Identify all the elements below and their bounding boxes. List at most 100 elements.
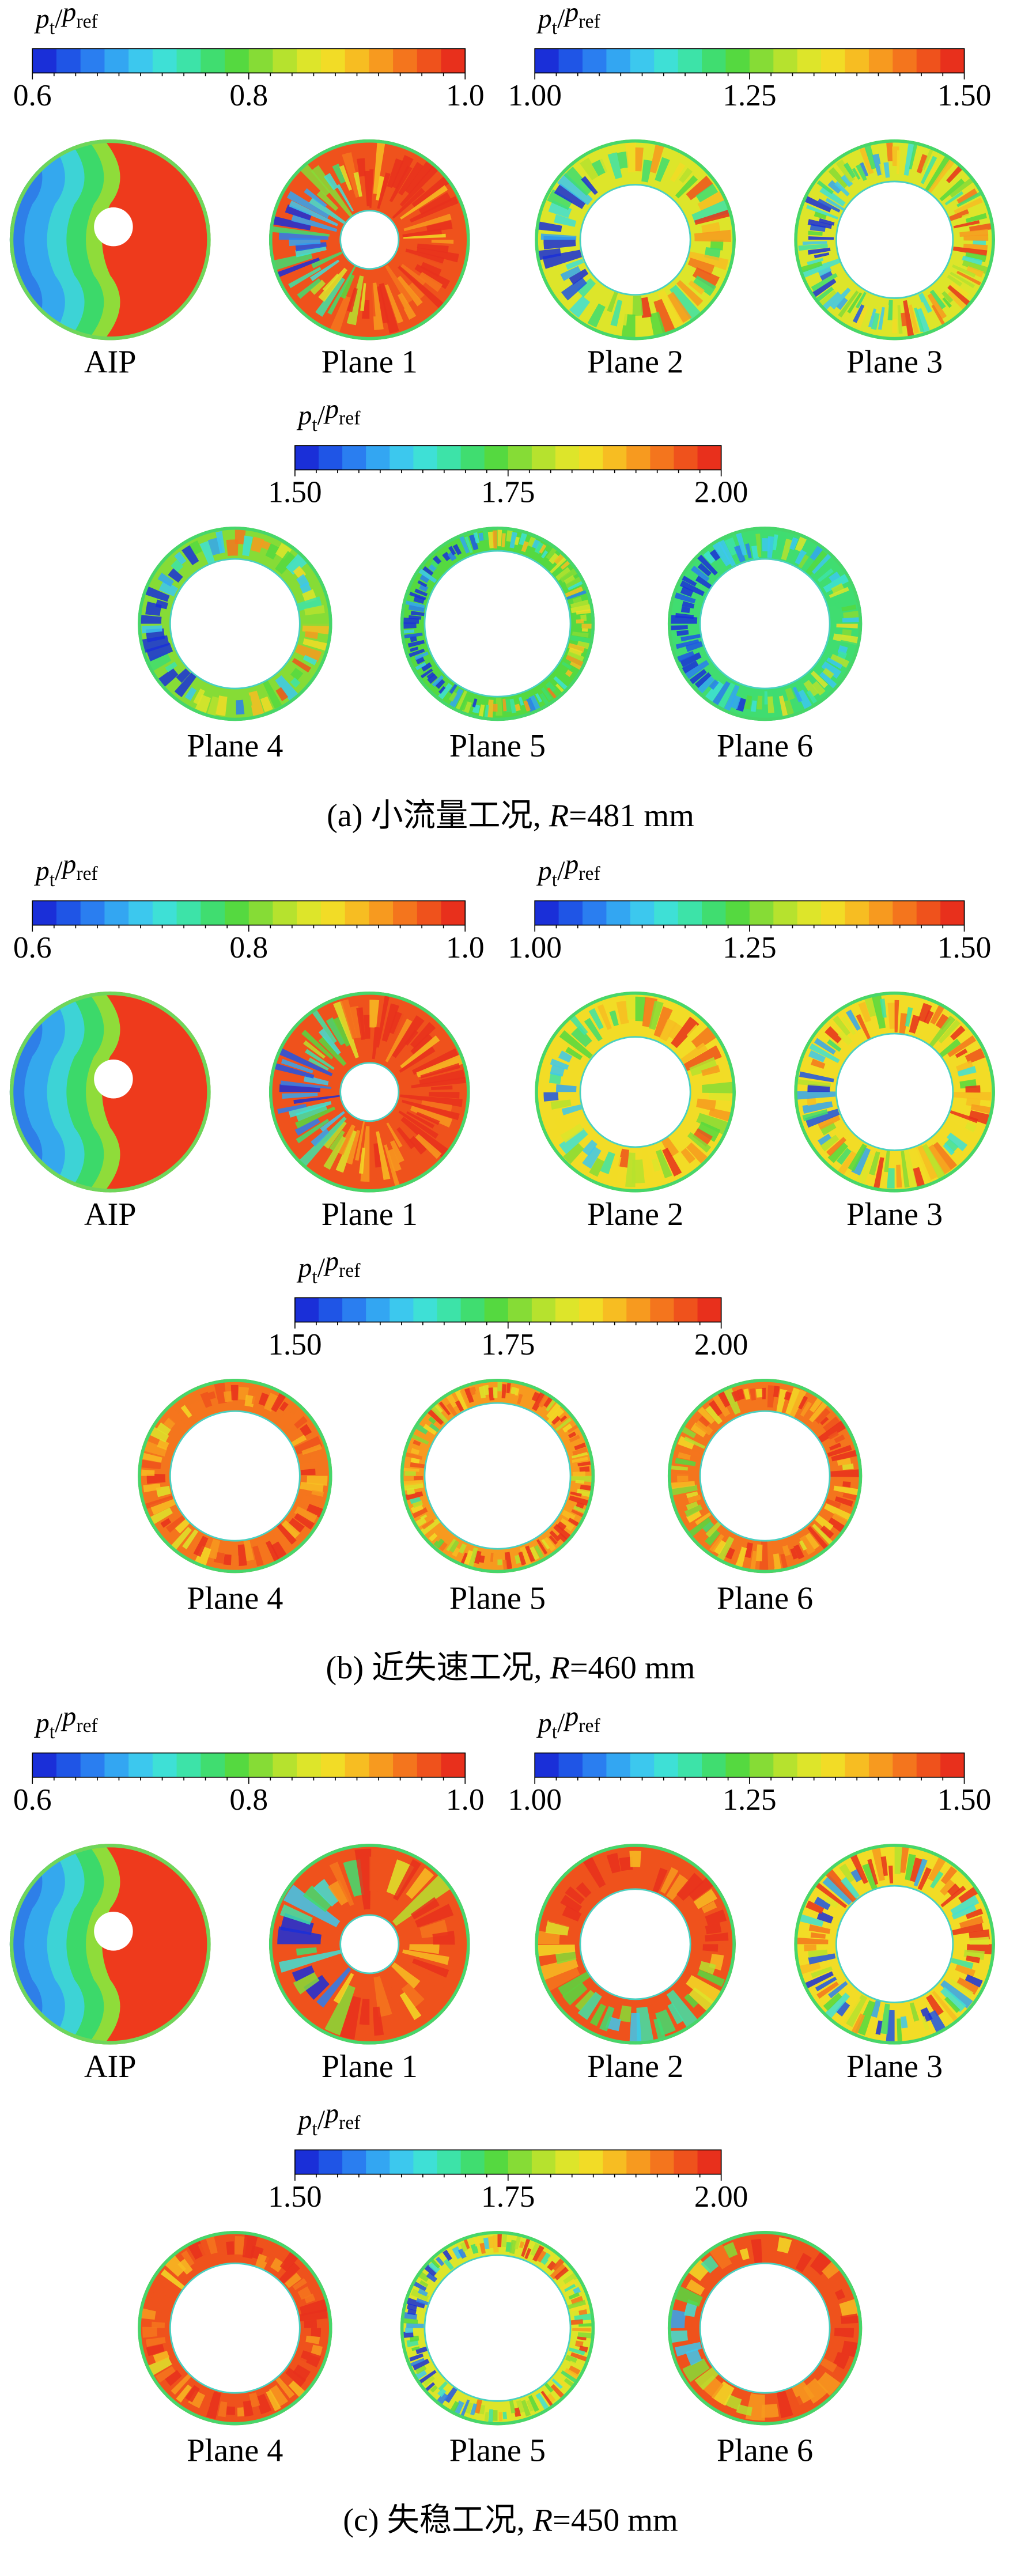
contour-streak: [573, 2287, 581, 2295]
contour-streak: [245, 695, 252, 707]
rim: [9, 1843, 211, 2045]
hub: [699, 558, 831, 690]
contour-streak: [302, 614, 331, 626]
contour-streak: [809, 1401, 829, 1423]
colorbar-cell: [56, 48, 81, 73]
contour-streak: [448, 546, 456, 555]
contour-streak: [403, 233, 446, 239]
contour-streak: [923, 1010, 934, 1024]
contour-streak: [797, 689, 813, 710]
contour-streak: [695, 1512, 712, 1526]
contour-streak: [409, 592, 426, 600]
contour-streak: [425, 1527, 436, 1538]
contour-streak: [535, 2393, 550, 2412]
contour-streak: [140, 615, 162, 624]
contour-streak: [186, 1531, 205, 1557]
contour-streak: [600, 1151, 615, 1174]
contour-streak: [701, 1065, 720, 1076]
contour-streak: [609, 1010, 619, 1027]
contour-streak: [903, 1148, 918, 1190]
contour-streak: [189, 540, 202, 555]
colorbar-cell: [176, 1753, 202, 1777]
contour-streak: [434, 1531, 445, 1542]
contour-streak: [666, 292, 692, 324]
contour-streak: [829, 587, 849, 598]
contour-streak: [289, 237, 321, 247]
label-text: p: [323, 1246, 339, 1277]
contour-streak: [940, 1885, 966, 1908]
contour-streak: [285, 204, 312, 221]
colorbar-cell: [248, 1753, 274, 1777]
plot-label: Plane 1: [322, 345, 418, 380]
contour-streak: [680, 634, 701, 642]
contour-streak: [407, 2358, 425, 2368]
contour-streak: [619, 1856, 633, 1871]
label-text: /: [317, 1253, 326, 1283]
contour-streak: [689, 1057, 718, 1076]
contour-streak: [437, 2388, 447, 2397]
contour-streak: [435, 2256, 445, 2267]
contour-streak: [271, 252, 313, 271]
contour-streak: [799, 261, 823, 274]
colorbar-cell: [579, 2150, 604, 2174]
rim: [667, 1378, 863, 1573]
contour-streak: [559, 567, 579, 583]
contour-streak: [686, 1510, 702, 1523]
contour-streak: [702, 1520, 714, 1533]
contour-streak: [410, 1462, 425, 1469]
contour-streak: [519, 697, 524, 706]
contour-streak: [300, 1481, 324, 1493]
contour-streak: [818, 1133, 831, 1145]
contour-streak: [487, 2236, 495, 2249]
contour-streak: [417, 2370, 437, 2385]
contour-streak: [677, 650, 695, 662]
contour-streak: [617, 151, 629, 169]
contour-streak: [792, 686, 803, 703]
contour-streak: [309, 279, 326, 295]
contour-streak: [384, 284, 403, 324]
contour-streak: [509, 2240, 517, 2255]
colorbar-cell: [176, 48, 202, 73]
contour-streak: [569, 268, 589, 285]
contour-streak: [487, 2409, 494, 2424]
contour-streak: [649, 312, 666, 336]
contour-streak: [581, 623, 592, 629]
contour-streak: [852, 304, 865, 323]
colorbar-cell: [366, 445, 391, 470]
contour-streak: [576, 608, 592, 615]
contour-streak: [455, 690, 468, 713]
colorbar-label: pt/pref: [536, 0, 601, 39]
contour-streak: [841, 174, 853, 187]
contour-streak: [785, 1387, 800, 1415]
contour-streak: [667, 1022, 683, 1040]
contour-streak: [682, 601, 695, 609]
contour-streak: [584, 1017, 603, 1042]
contour-streak: [795, 535, 808, 552]
contour-streak: [410, 1966, 446, 1991]
contour-streak: [304, 188, 327, 208]
contour-streak: [822, 292, 841, 311]
contour-streak: [668, 1465, 689, 1471]
contour-streak: [804, 1971, 834, 1989]
contour-streak: [417, 568, 437, 583]
contour-streak: [412, 1500, 423, 1508]
contour-streak: [834, 181, 850, 196]
contour-streak: [538, 248, 562, 260]
contour-streak: [635, 147, 644, 172]
contour-streak: [150, 1427, 169, 1443]
contour-streak: [816, 1911, 834, 1924]
contour-streak: [280, 1913, 314, 1935]
contour-streak: [294, 1436, 323, 1455]
contour-streak: [570, 2295, 584, 2305]
contour-streak: [842, 1481, 851, 1488]
contour-streak: [833, 1485, 860, 1496]
contour-streak: [607, 152, 622, 179]
contour-streak: [406, 2322, 424, 2328]
contour-streak: [422, 566, 434, 576]
contour-streak: [658, 160, 676, 191]
rim: [535, 1843, 736, 2045]
colorbar-cell: [558, 901, 583, 925]
contour-streak: [929, 1015, 956, 1047]
contour-streak: [599, 1864, 618, 1893]
contour-streak: [315, 277, 346, 317]
